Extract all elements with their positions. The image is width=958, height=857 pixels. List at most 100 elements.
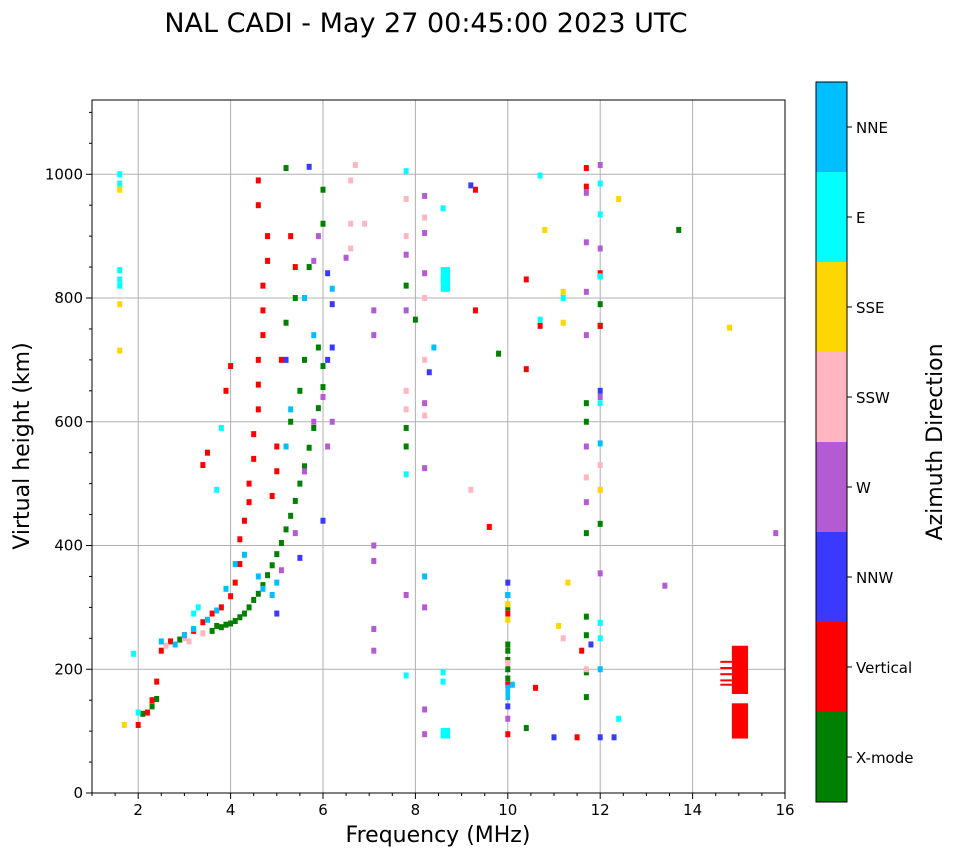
point-vertical [505, 610, 511, 617]
point-nne [158, 638, 164, 645]
point-nne [329, 285, 335, 292]
point-x-mode [505, 647, 511, 654]
point-x-mode [232, 617, 238, 624]
point-x-mode [315, 344, 321, 351]
point-e [117, 276, 123, 283]
point-vertical [274, 468, 280, 475]
point-nnw [297, 554, 303, 561]
point-x-mode [306, 264, 312, 271]
block-e [440, 728, 451, 739]
point-x-mode [583, 530, 589, 537]
point-nnw [306, 163, 312, 170]
colorbar-label: Azimuth Direction [923, 343, 948, 540]
point-nnw [468, 182, 474, 189]
point-e [191, 610, 197, 617]
point-e [117, 171, 123, 178]
point-vertical [472, 186, 478, 193]
chart-title: NAL CADI - May 27 00:45:00 2023 UTC [164, 8, 687, 39]
point-e [403, 168, 409, 175]
point-w [278, 567, 284, 574]
point-w [662, 582, 668, 589]
point-x-mode [246, 604, 252, 611]
point-x-mode [292, 295, 298, 301]
point-x-mode [274, 551, 280, 558]
point-ssw [348, 220, 354, 227]
point-vertical [260, 307, 266, 314]
point-vertical [583, 183, 589, 190]
point-e [440, 678, 446, 685]
point-x-mode [278, 540, 284, 547]
point-w [302, 468, 308, 475]
point-nnw [597, 387, 603, 394]
colorbar-segment-nne [816, 82, 847, 172]
x-tick-label: 16 [775, 801, 794, 819]
point-vertical [232, 579, 238, 586]
point-w [343, 254, 349, 261]
point-nne [241, 551, 247, 558]
point-ssw [348, 245, 354, 252]
y-tick-label: 200 [54, 660, 83, 678]
point-nnw [329, 344, 335, 351]
plot-area: 2 4 6 8 10 12 14 16 0 200 400 600 800 1000 [45, 99, 795, 819]
colorbar-segment-vertical [816, 622, 847, 712]
point-x-mode [260, 582, 266, 589]
point-x-mode [583, 694, 589, 701]
point-x-mode [228, 620, 234, 627]
point-ssw [422, 356, 428, 363]
point-x-mode [265, 572, 271, 579]
point-x-mode [311, 424, 317, 431]
point-vertical [241, 517, 247, 524]
colorbar-label-nnw: NNW [856, 569, 893, 587]
point-e [403, 471, 409, 478]
point-nne [431, 344, 437, 351]
point-w [422, 604, 428, 611]
point-vertical [255, 356, 261, 363]
point-w [583, 239, 589, 246]
colorbar-label-sse: SSE [856, 299, 885, 317]
point-e [597, 400, 603, 407]
point-e [597, 273, 603, 280]
point-e [117, 180, 123, 187]
point-w [583, 499, 589, 506]
point-nne [509, 681, 515, 688]
point-x-mode [505, 641, 511, 648]
point-ssw [348, 177, 354, 184]
point-e [117, 282, 123, 289]
point-x-mode [505, 666, 511, 673]
x-axis-label: Frequency (MHz) [346, 823, 531, 848]
point-nne [274, 579, 280, 586]
point-ssw [186, 638, 192, 645]
point-w [320, 394, 326, 400]
point-vertical [168, 638, 174, 645]
point-ssw [597, 462, 603, 469]
point-x-mode [412, 316, 418, 323]
point-vertical [472, 307, 478, 314]
point-nne [205, 616, 210, 623]
point-vertical [200, 462, 206, 469]
y-tick-label: 1000 [45, 165, 83, 183]
point-vertical [149, 697, 155, 704]
point-ssw [560, 635, 566, 642]
plot-background [92, 100, 785, 793]
point-e [597, 619, 603, 626]
point-x-mode [269, 562, 275, 569]
point-x-mode [403, 282, 409, 289]
point-vertical [255, 202, 261, 209]
point-e [616, 715, 622, 722]
point-e [403, 672, 409, 679]
point-w [597, 570, 603, 577]
point-ssw [422, 295, 428, 301]
point-ssw [362, 220, 368, 227]
x-tick-label: 2 [133, 801, 143, 819]
point-x-mode [320, 363, 326, 370]
point-w [371, 542, 377, 549]
point-x-mode [288, 512, 294, 519]
point-nne [214, 607, 220, 614]
point-w [371, 307, 377, 314]
point-x-mode [496, 350, 502, 357]
point-x-mode [177, 636, 183, 643]
point-w [422, 270, 428, 277]
point-x-mode [302, 463, 308, 470]
point-vertical [292, 264, 298, 271]
